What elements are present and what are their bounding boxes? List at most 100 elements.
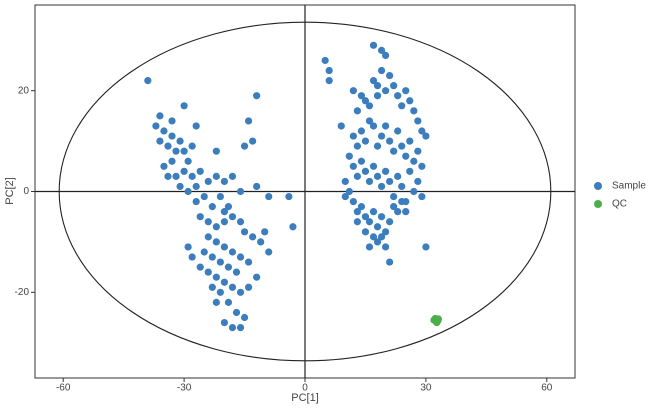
point bbox=[204, 233, 212, 241]
point bbox=[365, 218, 374, 226]
point bbox=[220, 208, 229, 216]
point bbox=[192, 197, 200, 206]
point bbox=[236, 253, 245, 261]
point bbox=[325, 66, 333, 75]
point bbox=[156, 112, 164, 120]
point bbox=[204, 218, 212, 226]
point bbox=[144, 77, 152, 85]
point bbox=[160, 162, 168, 170]
legend-label: Sample bbox=[612, 181, 646, 192]
point bbox=[240, 142, 249, 150]
point bbox=[414, 177, 422, 186]
point bbox=[381, 167, 390, 175]
point bbox=[361, 213, 370, 221]
x-tick-label: 60 bbox=[541, 383, 553, 394]
point bbox=[176, 137, 184, 145]
y-tick-label: 20 bbox=[18, 85, 30, 96]
point bbox=[160, 127, 168, 135]
point bbox=[349, 132, 357, 140]
point bbox=[373, 142, 382, 150]
point bbox=[236, 218, 245, 226]
point bbox=[224, 263, 233, 271]
y-tick-label: 0 bbox=[23, 186, 29, 197]
point bbox=[365, 243, 374, 251]
point bbox=[220, 243, 229, 251]
point bbox=[390, 203, 398, 211]
point bbox=[249, 233, 257, 241]
point bbox=[349, 87, 357, 95]
point bbox=[188, 142, 196, 150]
legend-swatch bbox=[594, 182, 602, 190]
point bbox=[253, 273, 261, 281]
point bbox=[422, 132, 430, 140]
point bbox=[418, 127, 426, 135]
point bbox=[349, 197, 357, 206]
point bbox=[386, 137, 394, 145]
point bbox=[200, 248, 208, 256]
point bbox=[386, 71, 394, 80]
point bbox=[184, 187, 192, 196]
point bbox=[168, 157, 176, 165]
point bbox=[184, 243, 192, 251]
point bbox=[365, 177, 374, 186]
point bbox=[208, 203, 216, 211]
point bbox=[390, 192, 398, 201]
point bbox=[220, 177, 229, 186]
point bbox=[216, 192, 224, 201]
point bbox=[212, 238, 220, 246]
point bbox=[381, 243, 390, 251]
point bbox=[212, 298, 220, 306]
point bbox=[236, 323, 245, 332]
point bbox=[418, 192, 426, 201]
point bbox=[172, 147, 180, 155]
point bbox=[345, 152, 353, 160]
x-tick-label: -30 bbox=[177, 383, 192, 394]
point bbox=[406, 137, 414, 145]
x-tick-label: 0 bbox=[302, 383, 308, 394]
point bbox=[381, 51, 390, 60]
point bbox=[365, 117, 374, 125]
point bbox=[377, 182, 386, 191]
point bbox=[164, 142, 172, 150]
point bbox=[377, 132, 386, 140]
point bbox=[220, 218, 229, 226]
legend-swatch bbox=[594, 200, 602, 208]
point bbox=[410, 107, 418, 115]
point bbox=[394, 92, 402, 100]
x-axis-label: PC[1] bbox=[291, 392, 319, 404]
point bbox=[398, 197, 406, 206]
point bbox=[410, 157, 418, 165]
point bbox=[369, 122, 378, 130]
point bbox=[196, 263, 204, 271]
point bbox=[369, 208, 378, 216]
legend-label: QC bbox=[612, 199, 627, 210]
point bbox=[208, 283, 216, 291]
point bbox=[212, 273, 220, 281]
point bbox=[228, 248, 237, 256]
point bbox=[244, 258, 253, 266]
point bbox=[357, 92, 366, 100]
point bbox=[232, 308, 241, 317]
point bbox=[265, 192, 273, 201]
point bbox=[240, 228, 249, 236]
point bbox=[377, 46, 386, 54]
point bbox=[228, 172, 237, 180]
point bbox=[361, 228, 370, 236]
point bbox=[406, 97, 414, 105]
point bbox=[434, 315, 442, 323]
point bbox=[373, 238, 382, 246]
point bbox=[180, 147, 188, 155]
point bbox=[180, 102, 188, 110]
point bbox=[353, 208, 361, 216]
x-tick-label: -60 bbox=[56, 383, 71, 394]
point bbox=[192, 182, 200, 191]
point bbox=[216, 288, 224, 296]
point bbox=[164, 172, 172, 180]
point bbox=[361, 97, 370, 105]
point bbox=[398, 102, 406, 110]
point bbox=[236, 288, 245, 296]
point bbox=[422, 243, 430, 251]
point bbox=[394, 172, 402, 180]
point bbox=[176, 182, 184, 191]
point bbox=[402, 87, 410, 95]
